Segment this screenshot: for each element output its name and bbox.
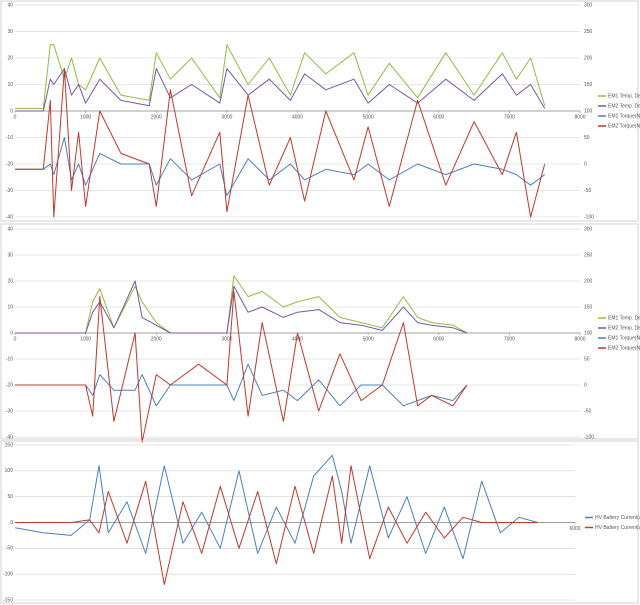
- y-tick-label: 40: [7, 226, 13, 232]
- x-tick-label: 5000: [363, 336, 374, 342]
- series-line: [15, 137, 546, 197]
- y-tick-label: 20: [7, 55, 13, 61]
- panel-frame: [0, 223, 639, 440]
- y2-tick-label: 0: [584, 382, 587, 388]
- y2-tick-label: 0: [584, 161, 587, 167]
- y-tick-label: -150: [3, 597, 13, 603]
- x-tick-label: 2000: [151, 114, 162, 120]
- x-tick-label: 8000: [574, 336, 585, 342]
- x-tick-label: 7000: [504, 114, 515, 120]
- y-tick-label: -30: [6, 188, 13, 194]
- y-tick-label: -40: [6, 434, 13, 440]
- y2-tick-label: 250: [584, 252, 593, 258]
- legend-label: EM1 Temp. Delta: [608, 93, 640, 99]
- x-tick-label: 6000: [433, 336, 444, 342]
- y2-tick-label: 300: [584, 226, 593, 232]
- y2-tick-label: 200: [584, 55, 593, 61]
- panel-frame: [0, 0, 639, 222]
- x-tick-label: 2000: [151, 336, 162, 342]
- y2-tick-label: 100: [584, 108, 593, 114]
- x-tick-label: 7000: [504, 336, 515, 342]
- y2-tick-label: 150: [584, 304, 593, 310]
- y-tick-label: 50: [7, 494, 13, 500]
- y2-tick-label: -100: [584, 434, 594, 440]
- y-tick-label: -50: [6, 546, 13, 552]
- y2-tick-label: 50: [584, 135, 590, 141]
- y-tick-label: -100: [3, 571, 13, 577]
- y-tick-label: -10: [6, 356, 13, 362]
- y-tick-label: 10: [7, 82, 13, 88]
- x-tick-label: 4000: [292, 336, 303, 342]
- y2-tick-label: 250: [584, 29, 593, 35]
- y-tick-label: 0: [10, 108, 13, 114]
- y-tick-label: -30: [6, 408, 13, 414]
- y-tick-label: 100: [5, 468, 14, 474]
- legend-label: EM1 Torque(Nm): [608, 335, 640, 341]
- x-tick-label: 0: [14, 114, 17, 120]
- y2-tick-label: -100: [584, 214, 594, 220]
- y-tick-label: -20: [6, 161, 13, 167]
- legend-label: HV Battery Current(Amp.): [595, 515, 640, 521]
- panel-frame: [0, 440, 639, 604]
- series-line: [15, 363, 468, 407]
- y-tick-label: 30: [7, 29, 13, 35]
- x-tick-label: 1000: [80, 114, 91, 120]
- x-tick-label: 4000: [292, 114, 303, 120]
- series-line: [15, 68, 546, 218]
- y2-tick-label: 200: [584, 278, 593, 284]
- y-tick-label: -40: [6, 214, 13, 220]
- x-tick-label: 3000: [221, 114, 232, 120]
- legend-label: HV Battery Current(Amp.): [595, 525, 640, 531]
- y-tick-label: -10: [6, 135, 13, 141]
- legend-label: EM1 Torque(Nm): [608, 113, 640, 119]
- y2-tick-label: -50: [584, 408, 591, 414]
- x-tick-label: 3000: [221, 336, 232, 342]
- y-tick-label: 10: [7, 304, 13, 310]
- legend-label: EM1 Temp. Delta: [608, 315, 640, 321]
- x-tick-label: 0: [14, 336, 17, 342]
- x-tick-label: 8000: [574, 114, 585, 120]
- series-line: [15, 44, 546, 109]
- y-tick-label: 0: [10, 330, 13, 336]
- y2-tick-label: -50: [584, 188, 591, 194]
- x-tick-label: 6000: [433, 114, 444, 120]
- y-tick-label: 40: [7, 2, 13, 8]
- y-tick-label: 20: [7, 278, 13, 284]
- series-line: [15, 68, 546, 112]
- x-tick-label: 5000: [363, 114, 374, 120]
- series-line: [15, 465, 538, 585]
- y-tick-label: 30: [7, 252, 13, 258]
- legend-label: EM2 Torque(Nm): [608, 123, 640, 129]
- x-tick-label: 1000: [80, 336, 91, 342]
- legend-label: EM2 Torque(Nm): [608, 345, 640, 351]
- y2-tick-label: 50: [584, 356, 590, 362]
- legend-label: EM2 Temp. Delta: [608, 103, 640, 109]
- series-line: [15, 275, 468, 334]
- series-line: [15, 280, 468, 334]
- y-tick-label: 0: [10, 520, 13, 526]
- series-line: [15, 290, 468, 443]
- x-tick-label: 6000: [569, 526, 580, 532]
- legend-label: EM2 Temp. Delta: [608, 325, 640, 331]
- y-tick-label: -20: [6, 382, 13, 388]
- y2-tick-label: 300: [584, 2, 593, 8]
- y2-tick-label: 100: [584, 330, 593, 336]
- y-tick-label: 150: [5, 442, 14, 448]
- y2-tick-label: 150: [584, 82, 593, 88]
